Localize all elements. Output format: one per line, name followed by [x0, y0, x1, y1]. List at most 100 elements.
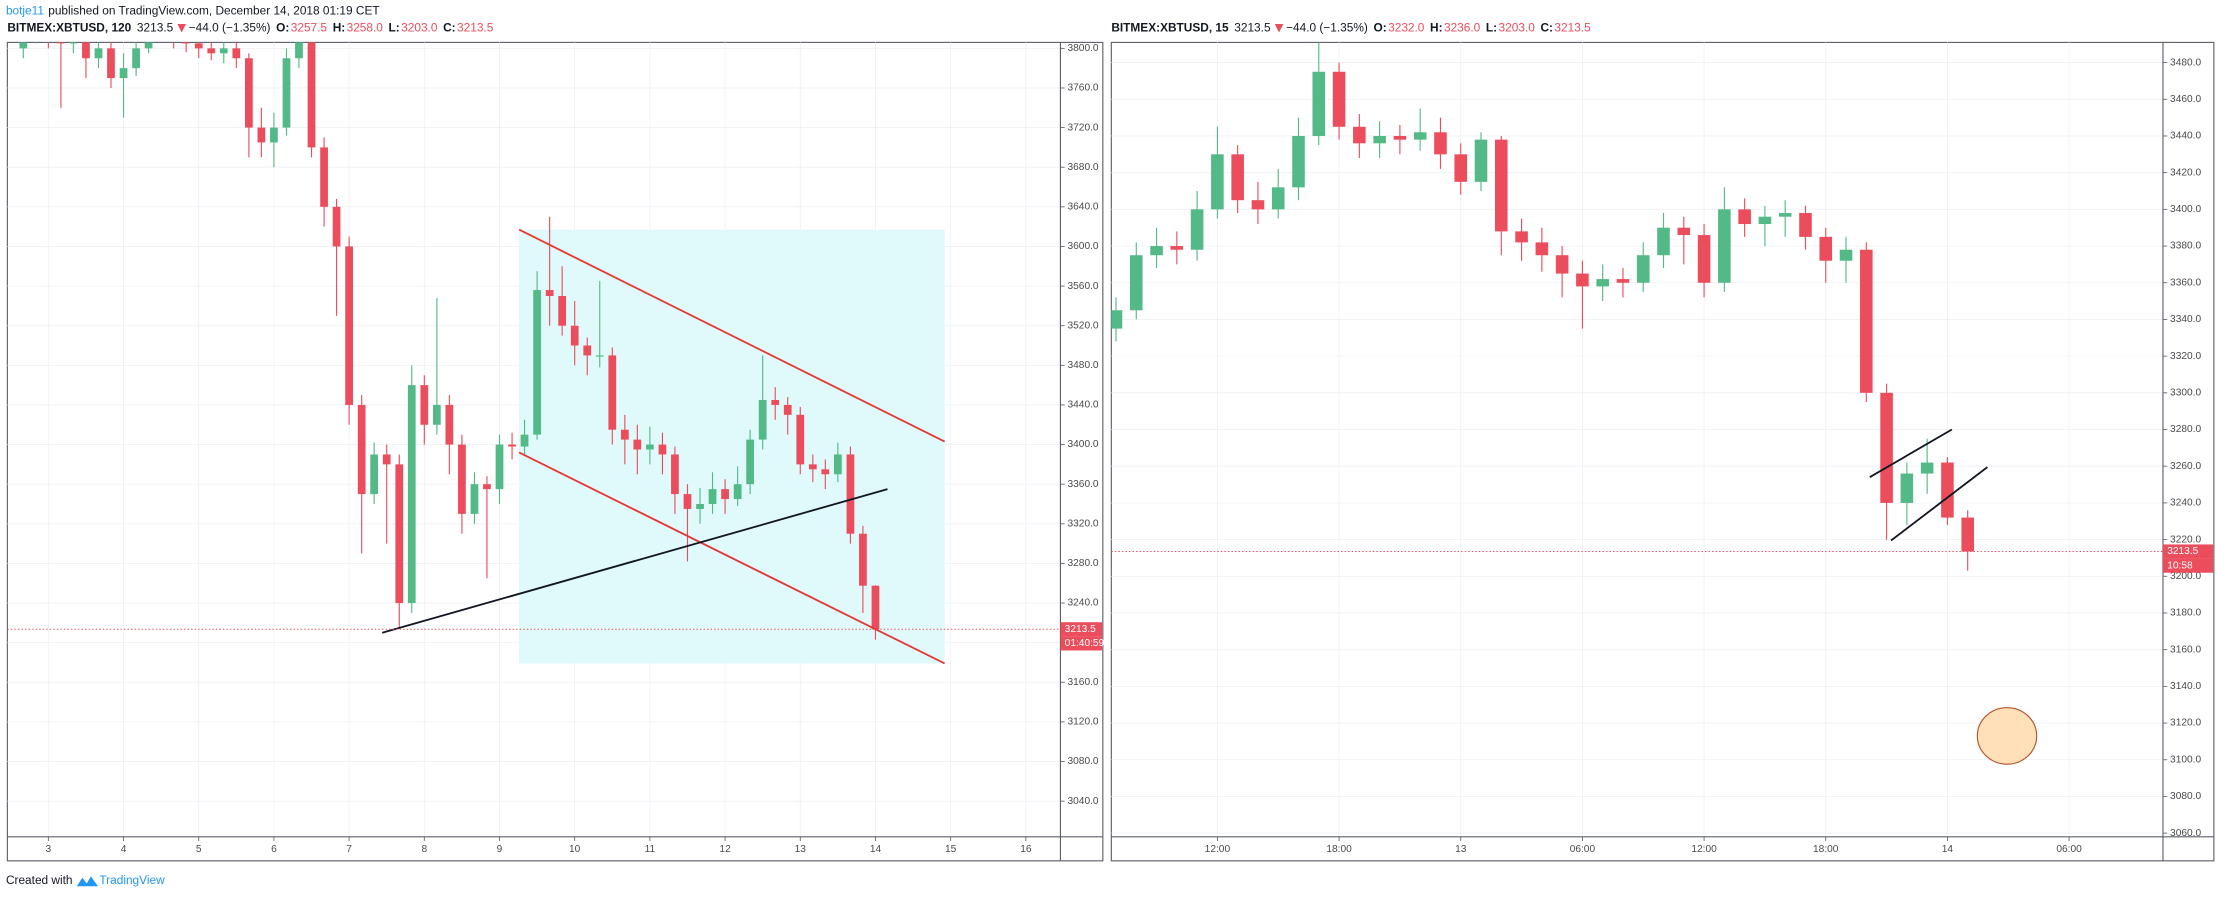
ellipse-marker	[1976, 707, 2038, 765]
candle-body	[1495, 139, 1508, 232]
candle-body	[320, 147, 328, 207]
candle-body	[1555, 255, 1569, 274]
candle-body	[1271, 187, 1285, 210]
candle-body	[1758, 216, 1772, 225]
candle-body	[646, 444, 654, 450]
price-label: 3213.5	[1065, 624, 1096, 635]
legend-ohlc-label: O:	[1374, 20, 1387, 34]
countdown-label: 10:58	[2167, 560, 2193, 571]
chart-pane: 3060.0 3080.0 3100.0 3120.0 3140.0 3160.0 3180…	[1110, 20, 2215, 862]
candle-body	[783, 404, 792, 415]
y-tick-label: 3760.0	[1068, 83, 1099, 94]
legend-ohlc-label: L:	[389, 20, 400, 34]
legend-ohlc-value: 3203.0	[1499, 20, 1536, 34]
candle-body	[332, 206, 341, 247]
x-tick-label: 18:00	[1326, 844, 1352, 855]
legend-change: −44.0 (−1.35%)	[1286, 20, 1368, 34]
candle-body	[1190, 209, 1204, 250]
candle-body	[1292, 135, 1305, 188]
candle-body	[871, 585, 880, 630]
y-tick-label: 3440.0	[1068, 400, 1099, 411]
candle-body	[1636, 255, 1650, 283]
candle-body	[194, 43, 203, 49]
candle-body	[658, 444, 667, 455]
candle-body	[107, 48, 115, 79]
candle-body	[1677, 227, 1691, 236]
candle-body	[420, 385, 429, 425]
candle-body	[495, 444, 504, 490]
candle-body	[144, 42, 153, 49]
candle-body	[683, 494, 692, 509]
candle-body	[1393, 135, 1407, 140]
y-tick-label: 3480.0	[1068, 360, 1099, 371]
y-tick-label: 3060.0	[2170, 828, 2201, 839]
candle-body	[57, 42, 65, 44]
candle-body	[520, 434, 529, 447]
candle-body	[219, 48, 228, 54]
legend-last: 3213.5	[1234, 20, 1271, 34]
y-tick-label: 3120.0	[2170, 718, 2201, 729]
x-tick-label: 15	[945, 844, 957, 855]
y-tick-label: 3420.0	[2170, 167, 2201, 178]
x-tick-label: 14	[1942, 844, 1954, 855]
published-note: published on TradingView.com, December 1…	[48, 3, 379, 17]
x-tick-label: 5	[196, 844, 202, 855]
y-tick-label: 3240.0	[2170, 498, 2201, 509]
candle-body	[746, 439, 754, 485]
candle-body	[407, 385, 416, 604]
header: botje11 published on TradingView.com, Dec…	[6, 3, 380, 17]
candle-body	[1819, 236, 1833, 261]
trend-line	[381, 488, 888, 634]
candle-body	[94, 48, 103, 59]
x-tick-label: 8	[421, 844, 427, 855]
x-tick-label: 16	[1020, 844, 1032, 855]
candle-body	[257, 127, 266, 143]
candle-body	[1150, 246, 1163, 256]
candle-body	[620, 429, 629, 440]
candle-body	[696, 503, 704, 509]
change-arrow	[1274, 24, 1284, 33]
legend-ohlc-label: C:	[1540, 20, 1553, 34]
candle-body	[1434, 132, 1447, 155]
candle-body	[1211, 154, 1224, 210]
legend-ohlc-label: L:	[1486, 20, 1497, 34]
candle-body	[1111, 310, 1123, 329]
candle-body	[1535, 242, 1549, 256]
candle-body	[1900, 473, 1914, 503]
candle-body	[570, 325, 579, 346]
candle-body	[82, 42, 90, 59]
candle-body	[119, 68, 128, 79]
candle-body	[771, 399, 780, 405]
created-with: Created with	[6, 873, 73, 887]
candle-body	[270, 127, 278, 143]
price-label-box	[2162, 544, 2214, 559]
candle-body	[470, 484, 479, 514]
y-tick-label: 3220.0	[2170, 534, 2201, 545]
y-tick-label: 3040.0	[1068, 796, 1099, 807]
candle-body	[721, 489, 729, 500]
legend-ohlc-value: 3258.0	[347, 20, 384, 34]
y-tick-label: 3300.0	[2170, 388, 2201, 399]
y-tick-label: 3400.0	[2170, 204, 2201, 215]
candle-body	[357, 404, 366, 495]
y-tick-label: 3200.0	[2170, 571, 2201, 582]
y-tick-label: 3180.0	[2170, 608, 2201, 619]
y-tick-label: 3120.0	[1068, 717, 1099, 728]
trend-line	[518, 451, 946, 665]
candle-body	[483, 484, 491, 490]
y-tick-label: 3720.0	[1068, 122, 1099, 133]
y-tick-label: 3560.0	[1068, 281, 1099, 292]
candle-body	[382, 454, 391, 465]
y-tick-label: 3640.0	[1068, 202, 1099, 213]
change-arrow	[177, 24, 186, 33]
y-tick-label: 3240.0	[1068, 598, 1099, 609]
candle-body	[595, 355, 604, 357]
x-tick-label: 12	[719, 844, 731, 855]
legend-symbol: BITMEX:XBTUSD, 15	[1111, 20, 1229, 34]
x-tick-label: 12:00	[1205, 844, 1231, 855]
candle-body	[1860, 249, 1873, 393]
y-tick-label: 3280.0	[1068, 558, 1099, 569]
candle-body	[808, 464, 817, 470]
candle-body	[1697, 235, 1711, 283]
legend-ohlc-label: O:	[276, 20, 289, 34]
